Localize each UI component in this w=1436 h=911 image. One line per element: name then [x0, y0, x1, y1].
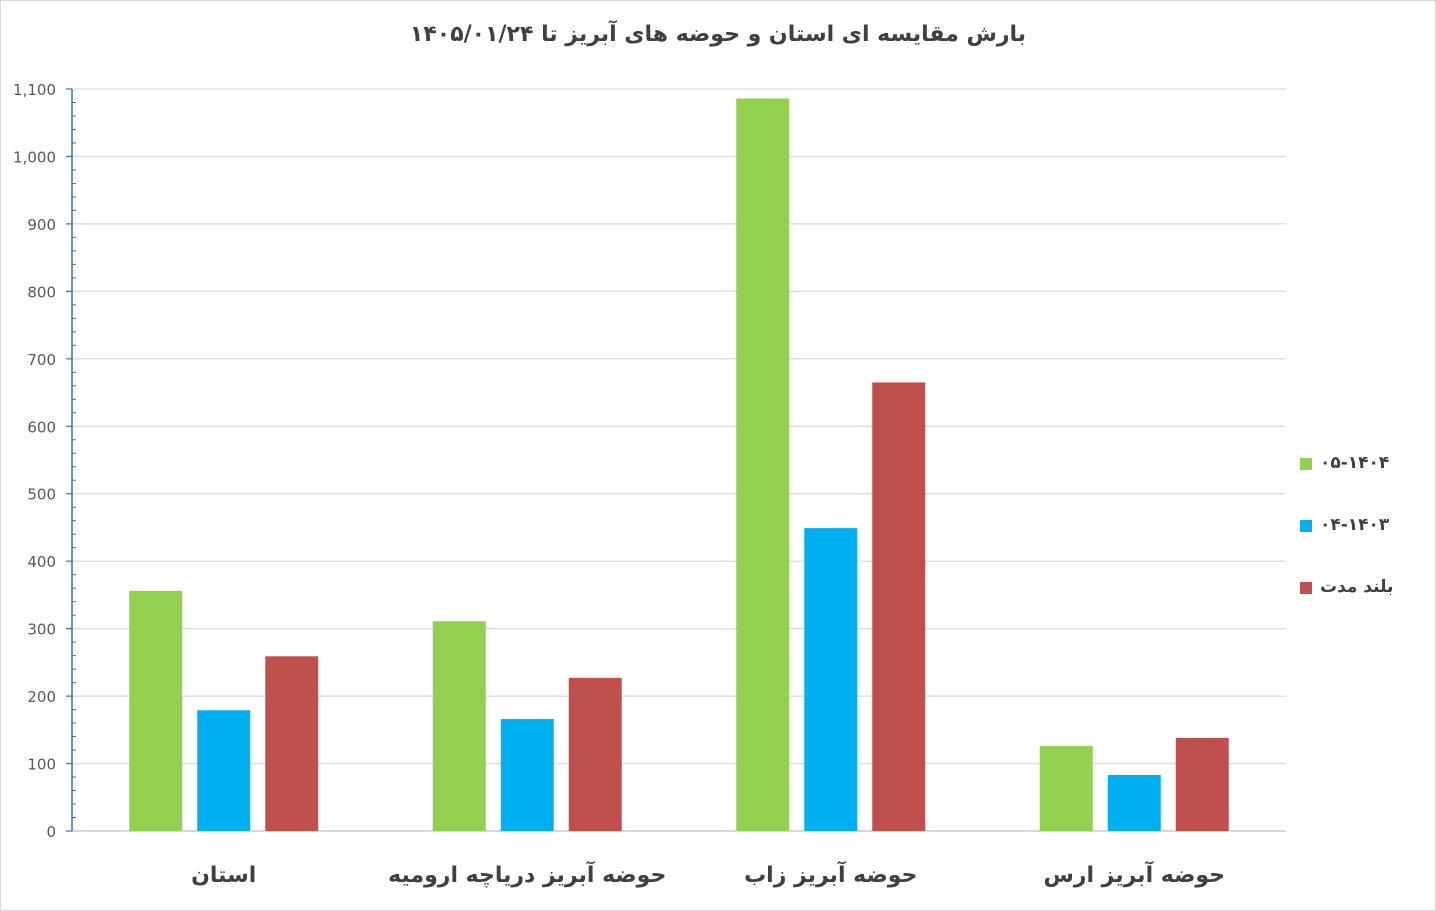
- bar-series3-category1: [265, 656, 319, 831]
- legend-label: ۰۵-۱۴۰۴: [1320, 453, 1390, 473]
- bar-series3-category4: [1175, 737, 1229, 831]
- y-tick-label: 700: [27, 351, 56, 369]
- y-axis: [66, 88, 76, 832]
- bar-series1-category2: [432, 621, 486, 831]
- bar-series2-category2: [500, 719, 554, 831]
- y-tick-label: 500: [27, 486, 56, 504]
- y-tick-label: 200: [27, 688, 56, 706]
- category-label: حوضه آبریز ارس: [1043, 860, 1225, 888]
- category-label: حوضه آبریز دریاچه ارومیه: [388, 860, 666, 888]
- y-tick-label: 600: [27, 418, 56, 436]
- y-tick-label: 400: [27, 553, 56, 571]
- legend-swatch: [1300, 458, 1312, 470]
- legend-label: بلند مدت: [1320, 577, 1394, 597]
- legend-swatch: [1300, 520, 1312, 532]
- legend-swatch: [1300, 582, 1312, 594]
- bar-series1-category4: [1039, 746, 1093, 831]
- y-tick-label: 800: [27, 283, 56, 301]
- category-label: حوضه آبریز زاب: [744, 860, 917, 888]
- bar-series1-category1: [129, 590, 183, 831]
- category-label: استان: [191, 863, 256, 888]
- y-tick-label: 300: [27, 621, 56, 639]
- legend-item-1404-05: ۰۵-۱۴۰۴: [1300, 450, 1430, 480]
- y-tick-label: 900: [27, 216, 56, 234]
- legend-item-1403-04: ۰۴-۱۴۰۳: [1300, 512, 1430, 542]
- gridlines: [72, 88, 1286, 832]
- bar-series2-category4: [1107, 775, 1161, 831]
- bar-series3-category3: [872, 382, 926, 831]
- y-tick-labels: 0 100 200 300 400 500 600 700 800 900 1,000 1,100: [13, 81, 56, 841]
- legend-label: ۰۴-۱۴۰۳: [1320, 515, 1390, 535]
- legend-item-long-term: بلند مدت: [1300, 574, 1430, 604]
- bars: [129, 98, 1229, 832]
- bar-series2-category3: [804, 528, 858, 831]
- bar-series1-category3: [736, 98, 790, 832]
- bar-series3-category2: [568, 677, 622, 831]
- y-tick-label: 0: [46, 823, 56, 841]
- chart-title: بارش مقایسه ای استان و حوضه های آبریز تا…: [409, 22, 1027, 47]
- y-tick-label: 1,100: [13, 81, 56, 99]
- y-tick-label: 100: [27, 756, 56, 774]
- y-tick-label: 1,000: [13, 148, 56, 166]
- bar-series2-category1: [197, 710, 251, 831]
- category-labels: استان حوضه آبریز دریاچه ارومیه حوضه آبریز …: [191, 860, 1225, 888]
